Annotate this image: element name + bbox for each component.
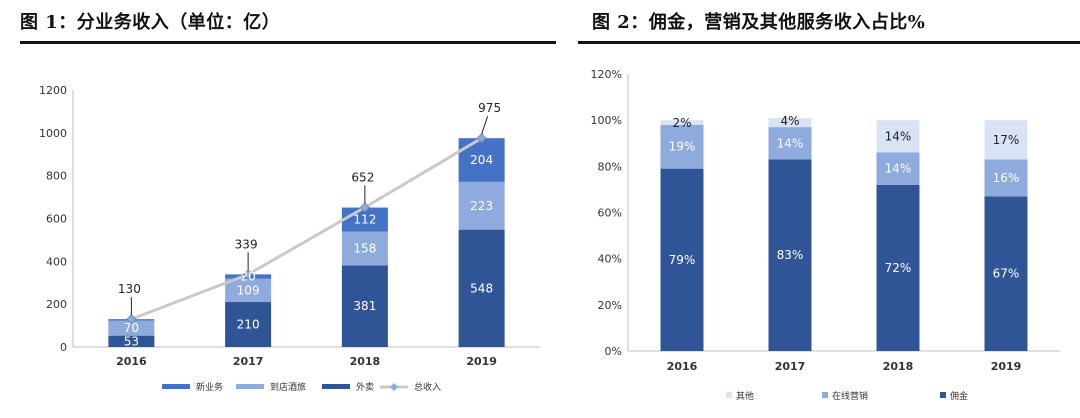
- legend-label: 在线营销: [832, 390, 868, 402]
- x-tick-label: 2016: [667, 360, 698, 373]
- x-tick-label: 2017: [233, 355, 264, 368]
- bar-segment: [341, 231, 388, 266]
- bar-data-label: 70: [124, 321, 139, 335]
- bar-segment: [225, 278, 272, 303]
- bar-segment: [341, 265, 388, 347]
- x-tick-label: 2016: [116, 355, 147, 368]
- bar-data-label: 14%: [885, 162, 912, 176]
- y-tick-label: 400: [46, 255, 67, 268]
- y-tick-label: 100%: [591, 114, 622, 127]
- chart-title-share: 图 2：佣金，营销及其他服务收入占比%: [592, 12, 926, 33]
- total-label-leader: [481, 116, 489, 135]
- bar-data-label: 67%: [993, 267, 1020, 281]
- bar-segment: [458, 138, 505, 182]
- x-tick-label: 2019: [466, 355, 497, 368]
- bar-data-label: 14%: [885, 129, 912, 143]
- legend-swatch: [940, 392, 946, 398]
- total-revenue-point: [126, 314, 137, 325]
- legend-swatch: [726, 392, 732, 398]
- total-data-label: 339: [235, 237, 258, 251]
- legend-label: 外卖: [356, 381, 374, 393]
- legend-label: 总收入: [414, 381, 441, 393]
- x-tick-label: 2018: [350, 355, 381, 368]
- legend-label: 佣金: [950, 390, 968, 402]
- bar-segment: [660, 120, 704, 125]
- bar-data-label: 4%: [780, 114, 799, 128]
- y-tick-label: 120%: [591, 68, 622, 81]
- bar-data-label: 112: [353, 213, 376, 227]
- legend-label: 其他: [736, 390, 754, 402]
- y-tick-label: 1200: [39, 84, 67, 97]
- total-revenue-point: [476, 133, 487, 144]
- bar-data-label: 17%: [993, 133, 1020, 147]
- chart-panel-revenue: 图 1：分业务收入（单位：亿） 0 200 400 600 800 1000 1200 201…: [20, 12, 556, 393]
- chart-title-revenue: 图 1：分业务收入（单位：亿）: [20, 12, 281, 33]
- bar-segment: [660, 124, 704, 169]
- bar-data-label: 16%: [993, 171, 1020, 185]
- bar-segment: [768, 127, 812, 160]
- y-tick-label: 60%: [598, 207, 622, 220]
- bar-segment: [225, 302, 272, 347]
- bar-data-label: 19%: [669, 140, 696, 154]
- legend-line-marker: [390, 383, 398, 391]
- revenue-stacked-bar-chart: 0 200 400 600 800 1000 1200 2016 2017 2018 2019 537…: [39, 84, 540, 393]
- bar-segment: [876, 120, 920, 153]
- legend-swatch: [822, 392, 828, 398]
- bar-segment: [876, 184, 920, 351]
- y-tick-label: 20%: [598, 299, 622, 312]
- total-data-label: 975: [478, 101, 501, 115]
- bar-segment: [768, 159, 812, 351]
- y-tick-label: 200: [46, 298, 67, 311]
- bar-segment: [458, 229, 505, 347]
- bar-segment: [108, 335, 155, 347]
- total-data-label: 130: [118, 282, 141, 296]
- bar-data-label: 109: [237, 283, 260, 297]
- bar-segment: [984, 120, 1028, 160]
- chart-panel-share: 图 2：佣金，营销及其他服务收入占比% 0% 20% 40% 60% 80% 100% 12…: [578, 0, 1080, 418]
- y-tick-label: 40%: [598, 253, 622, 266]
- y-tick-label: 600: [46, 213, 67, 226]
- bar-data-label: 72%: [885, 261, 912, 275]
- total-data-label: 652: [351, 170, 374, 184]
- title-divider: [578, 41, 1080, 44]
- legend-label: 到店酒旅: [270, 381, 306, 393]
- bar-segment: [984, 196, 1028, 351]
- bar-segment: [876, 152, 920, 185]
- legend-swatch: [236, 384, 264, 389]
- total-revenue-point: [359, 202, 370, 213]
- x-tick-label: 2018: [883, 360, 914, 373]
- title-divider: [20, 41, 556, 44]
- legend-swatch: [162, 384, 190, 389]
- bar-data-label: 83%: [777, 248, 804, 262]
- y-tick-label: 0%: [605, 345, 622, 358]
- y-tick-label: 800: [46, 170, 67, 183]
- bar-data-label: 204: [470, 153, 493, 167]
- bar-data-label: 53: [124, 334, 139, 348]
- bar-data-label: 20: [240, 270, 255, 284]
- total-revenue-line: [130, 136, 483, 321]
- bar-data-label: 14%: [777, 136, 804, 150]
- legend-swatch: [322, 384, 350, 389]
- bar-segment: [108, 320, 155, 336]
- legend-label: 新业务: [196, 381, 223, 393]
- x-tick-label: 2017: [775, 360, 806, 373]
- bar-data-label: 223: [470, 199, 493, 213]
- share-stacked-bar-chart: 0% 20% 40% 60% 80% 100% 120% 2016 2017 2018 2019 79…: [591, 68, 1060, 402]
- bar-segment: [768, 117, 812, 128]
- x-tick-label: 2019: [991, 360, 1022, 373]
- total-revenue-point: [243, 269, 254, 280]
- bar-data-label: 158: [353, 241, 376, 255]
- y-tick-label: 80%: [598, 160, 622, 173]
- bar-data-label: 79%: [669, 253, 696, 267]
- bar-data-label: 381: [353, 299, 376, 313]
- y-tick-label: 1000: [39, 127, 67, 140]
- bar-data-label: 210: [237, 318, 260, 332]
- bar-segment: [458, 181, 505, 230]
- bar-segment: [660, 168, 704, 351]
- bar-data-label: 2%: [672, 116, 691, 130]
- y-tick-label: 0: [60, 341, 67, 354]
- bar-segment: [984, 159, 1028, 197]
- bar-data-label: 548: [470, 281, 493, 295]
